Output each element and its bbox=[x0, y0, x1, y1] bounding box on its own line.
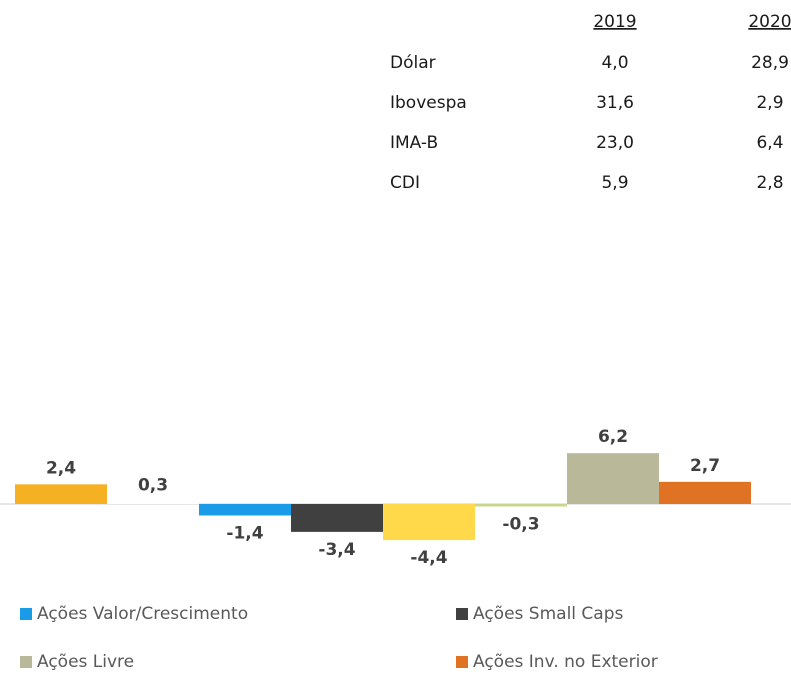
bar bbox=[291, 504, 383, 532]
table-cell: 23,0 bbox=[596, 133, 634, 153]
table-cell: 6,4 bbox=[756, 133, 783, 153]
table-cell: 5,9 bbox=[601, 173, 628, 193]
legend-swatch bbox=[456, 608, 468, 620]
bar bbox=[15, 484, 107, 504]
legend-label: Ações Small Caps bbox=[473, 604, 623, 624]
value-label: 2,7 bbox=[690, 456, 720, 476]
legend-swatch bbox=[20, 608, 32, 620]
bar bbox=[659, 481, 751, 504]
table-cell: 4,0 bbox=[601, 53, 628, 73]
value-label: 2,4 bbox=[46, 458, 76, 478]
bar bbox=[107, 501, 199, 504]
bar bbox=[383, 504, 475, 541]
row-label: CDI bbox=[390, 173, 420, 193]
legend-label: Ações Valor/Crescimento bbox=[37, 604, 248, 624]
legend-swatch bbox=[456, 656, 468, 668]
value-label: -0,3 bbox=[502, 514, 539, 534]
table-cell: 31,6 bbox=[596, 93, 634, 113]
table-cell: 28,9 bbox=[751, 53, 789, 73]
table-header: 2019 bbox=[593, 12, 636, 32]
table-cell: 2,9 bbox=[756, 93, 783, 113]
value-label: 6,2 bbox=[598, 427, 628, 447]
bar bbox=[475, 504, 567, 507]
value-label: -1,4 bbox=[226, 523, 263, 543]
row-label: IMA-B bbox=[390, 133, 438, 153]
row-label: Ibovespa bbox=[390, 93, 467, 113]
table-header: 2020 bbox=[748, 12, 791, 32]
legend-label: Ações Livre bbox=[37, 652, 134, 672]
legend-swatch bbox=[20, 656, 32, 668]
bar bbox=[567, 453, 659, 504]
bar bbox=[199, 504, 291, 516]
value-label: -4,4 bbox=[410, 548, 447, 568]
table-cell: 2,8 bbox=[756, 173, 783, 193]
legend-label: Ações Inv. no Exterior bbox=[473, 652, 658, 672]
value-label: 0,3 bbox=[138, 476, 168, 496]
value-label: -3,4 bbox=[318, 540, 355, 560]
row-label: Dólar bbox=[390, 53, 436, 73]
